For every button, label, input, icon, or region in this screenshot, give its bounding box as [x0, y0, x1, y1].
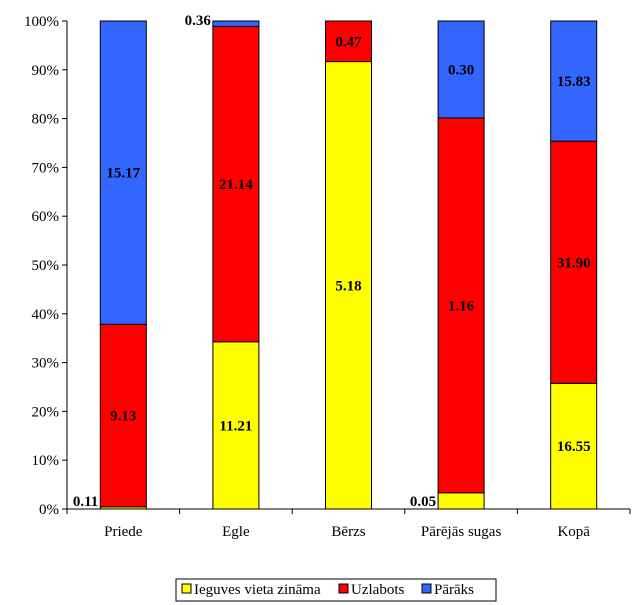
bar-segment	[212, 20, 260, 27]
bar-segment	[437, 20, 485, 119]
data-label: 0.30	[448, 62, 474, 78]
y-tick-label: 0%	[39, 502, 59, 518]
y-tick-label: 100%	[24, 14, 59, 30]
data-label: 31.90	[557, 255, 591, 271]
bar-segment	[550, 140, 598, 384]
legend-swatch-0	[181, 583, 192, 594]
y-tick-label: 60%	[32, 209, 60, 225]
bars-layer	[99, 20, 598, 510]
y-axis-ticks: 0% 10% 20% 30% 40% 50% 60% 70% 80% 90% 100%	[24, 14, 67, 518]
data-label: 5.18	[335, 278, 361, 294]
legend-swatch-1	[338, 583, 349, 594]
data-label: 9.13	[110, 409, 136, 425]
legend-swatch-2	[421, 583, 432, 594]
x-category-label: Priede	[104, 524, 143, 540]
y-tick-label: 80%	[32, 112, 60, 128]
y-tick-label: 70%	[32, 160, 60, 176]
bar-segment	[212, 341, 260, 510]
x-category-label: Kopā	[557, 524, 590, 540]
y-tick-label: 40%	[32, 307, 60, 323]
data-label: 21.14	[219, 177, 253, 193]
data-label: 0.36	[185, 13, 212, 29]
data-label: 15.17	[106, 166, 140, 182]
x-category-label: Pārējās sugas	[421, 524, 502, 540]
data-label: 1.16	[448, 298, 475, 314]
bar-segment	[550, 20, 598, 142]
legend-label-2: Pārāks	[434, 582, 474, 598]
x-category-label: Bērzs	[331, 524, 365, 540]
bar-segment	[99, 20, 147, 325]
y-tick-label: 20%	[32, 404, 60, 420]
y-tick-label: 50%	[32, 258, 60, 274]
data-label: 0.11	[73, 494, 98, 510]
legend-box	[175, 578, 497, 602]
data-label: 11.21	[219, 418, 252, 434]
data-labels-layer: 0.11 9.13 15.17 11.21 21.14 0.36 5.18 0.47 0.05 1…	[73, 13, 591, 510]
x-category-label: Egle	[222, 524, 250, 540]
y-tick-label: 10%	[32, 453, 60, 469]
bar-segment	[325, 20, 372, 63]
y-tick-label: 30%	[32, 356, 60, 372]
data-label: 15.83	[557, 74, 591, 90]
data-label: 16.55	[557, 439, 591, 455]
bar-segment	[550, 382, 598, 510]
bar-segment	[325, 61, 372, 510]
bar-segment	[437, 492, 485, 510]
bar-segment	[212, 25, 260, 343]
bar-segment	[99, 323, 147, 508]
data-label: 0.05	[410, 494, 436, 510]
data-label: 0.47	[335, 34, 362, 50]
y-tick-label: 90%	[32, 63, 60, 79]
legend: Ieguves vieta zināma Uzlabots Pārāks	[175, 578, 497, 602]
x-axis-ticks: Priede Egle Bērzs Pārējās sugas Kopā	[66, 509, 631, 540]
legend-label-1: Uzlabots	[351, 582, 404, 598]
legend-label-0: Ieguves vieta zināma	[194, 582, 321, 598]
bar-segment	[437, 117, 485, 494]
